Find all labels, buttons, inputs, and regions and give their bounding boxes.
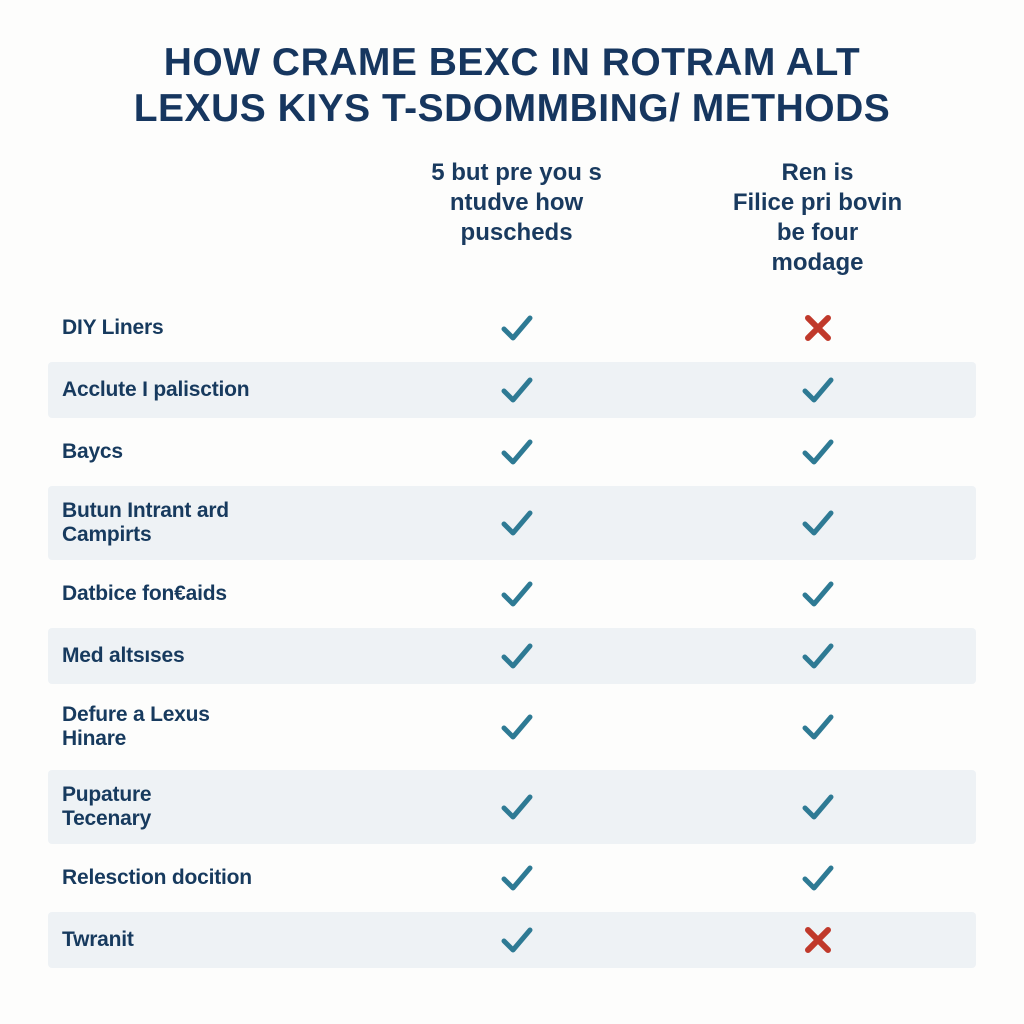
row-label: Defure a Lexus Hinare: [56, 695, 366, 759]
row-cell: [366, 790, 667, 824]
check-icon: [801, 373, 835, 407]
check-icon: [500, 639, 534, 673]
check-icon: [801, 861, 835, 895]
table-body: DIY Liners Acclute I palisction Baycs Butun…: [48, 300, 976, 968]
table-row: DIY Liners: [48, 300, 976, 356]
table-row: Pupature Tecenary: [48, 770, 976, 844]
check-icon: [801, 577, 835, 611]
check-icon: [801, 710, 835, 744]
row-cell: [667, 577, 968, 611]
check-icon: [500, 790, 534, 824]
check-icon: [500, 923, 534, 957]
check-icon: [801, 435, 835, 469]
table-row: Twranit: [48, 912, 976, 968]
row-cell: [667, 435, 968, 469]
column-header-row: 5 but pre you s ntudve how puscheds Ren …: [48, 152, 976, 294]
check-icon: [500, 710, 534, 744]
check-icon: [801, 639, 835, 673]
row-cell: [667, 639, 968, 673]
check-icon: [500, 311, 534, 345]
check-icon: [801, 506, 835, 540]
cross-icon: [804, 926, 832, 954]
row-cell: [667, 861, 968, 895]
table-row: Butun Intrant ard Campirts: [48, 486, 976, 560]
column-header-1: 5 but pre you s ntudve how puscheds: [366, 152, 667, 294]
row-cell: [366, 311, 667, 345]
comparison-title: HOW CRAME BEXC IN ROTRAM ALT LEXUS KIYS …: [48, 40, 976, 132]
row-cell: [667, 926, 968, 954]
row-label: Acclute I palisction: [56, 370, 366, 410]
row-label: Datbice fon€aids: [56, 574, 366, 614]
table-row: Defure a Lexus Hinare: [48, 690, 976, 764]
table-row: Datbice fon€aids: [48, 566, 976, 622]
table-row: Acclute I palisction: [48, 362, 976, 418]
row-label: Pupature Tecenary: [56, 775, 366, 839]
row-cell: [366, 861, 667, 895]
row-label: Butun Intrant ard Campirts: [56, 491, 366, 555]
row-label: Relesction docition: [56, 858, 366, 898]
row-cell: [667, 790, 968, 824]
check-icon: [500, 861, 534, 895]
row-label: DIY Liners: [56, 308, 366, 348]
row-cell: [667, 373, 968, 407]
row-label: Baycs: [56, 432, 366, 472]
row-cell: [667, 710, 968, 744]
row-label: Twranit: [56, 920, 366, 960]
row-cell: [366, 710, 667, 744]
row-cell: [366, 577, 667, 611]
title-line-1: HOW CRAME BEXC IN ROTRAM ALT: [48, 40, 976, 86]
row-cell: [366, 506, 667, 540]
row-cell: [667, 314, 968, 342]
check-icon: [500, 577, 534, 611]
row-cell: [366, 923, 667, 957]
table-row: Baycs: [48, 424, 976, 480]
table-row: Relesction docition: [48, 850, 976, 906]
row-cell: [366, 435, 667, 469]
row-cell: [667, 506, 968, 540]
check-icon: [801, 790, 835, 824]
row-cell: [366, 373, 667, 407]
table-row: Med altsıses: [48, 628, 976, 684]
title-line-2: LEXUS KIYS T-SDOMMBING/ METHODS: [48, 86, 976, 132]
header-blank: [56, 152, 366, 294]
column-header-2: Ren is Filice pri bovin be four modage: [667, 152, 968, 294]
check-icon: [500, 373, 534, 407]
check-icon: [500, 506, 534, 540]
row-label: Med altsıses: [56, 636, 366, 676]
check-icon: [500, 435, 534, 469]
row-cell: [366, 639, 667, 673]
cross-icon: [804, 314, 832, 342]
